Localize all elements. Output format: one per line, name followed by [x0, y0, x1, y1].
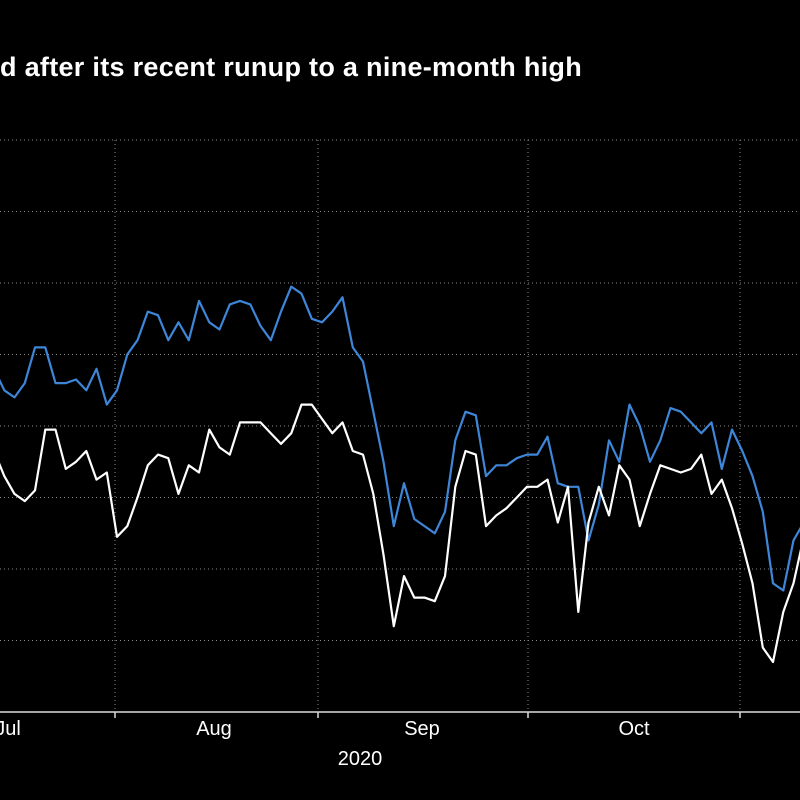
- series-lines: [0, 285, 800, 664]
- x-tick-label: Oct: [618, 718, 650, 740]
- series-line-white: [0, 403, 800, 664]
- grid: [0, 139, 800, 712]
- x-tick-label: Aug: [196, 718, 232, 740]
- chart-title: d after its recent runup to a nine-month…: [0, 52, 583, 82]
- x-tick-label: Jul: [0, 718, 21, 740]
- tick-labels: Jul Aug Sep Oct 2020: [0, 718, 650, 770]
- x-axis-year-label: 2020: [338, 748, 383, 770]
- x-axis: [0, 711, 800, 718]
- x-tick-label: Sep: [404, 718, 440, 740]
- series-line-blue: [0, 285, 800, 592]
